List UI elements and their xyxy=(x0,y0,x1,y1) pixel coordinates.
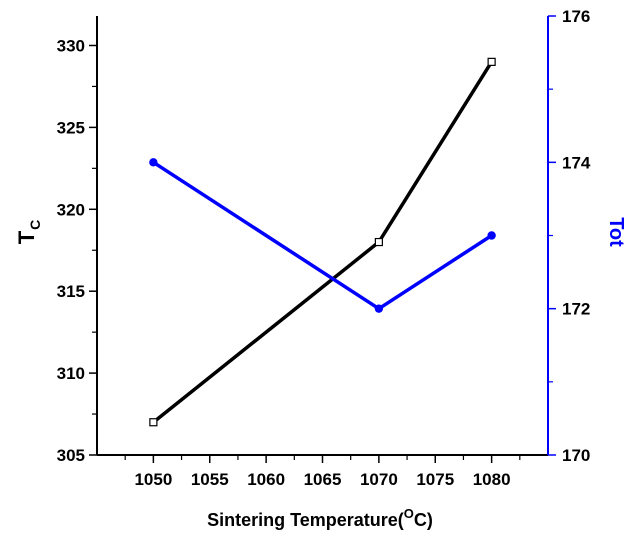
tot-data-point xyxy=(487,231,496,240)
frame-group xyxy=(96,16,549,456)
left-y-tick-label: 305 xyxy=(57,446,85,465)
tot-data-point xyxy=(149,158,158,167)
left-y-axis-title: TC xyxy=(14,220,43,245)
series-group xyxy=(149,57,496,427)
right-y-axis-title: Tot xyxy=(605,217,627,247)
tc-data-point xyxy=(487,57,496,66)
tc-data-point xyxy=(374,237,383,247)
x-tick-label: 1065 xyxy=(304,470,342,489)
right-y-tick-label: 170 xyxy=(562,446,590,465)
left-y-tick-label: 310 xyxy=(57,364,85,383)
right-y-tick-label: 172 xyxy=(562,300,590,319)
x-tick-label: 1060 xyxy=(247,470,285,489)
x-tick-label: 1075 xyxy=(416,470,454,489)
tot-data-point xyxy=(374,304,384,313)
left-y-tick-label: 320 xyxy=(57,200,85,219)
x-axis-title: Sintering Temperature(OC) xyxy=(207,506,433,530)
left-y-tick-label: 325 xyxy=(57,118,85,137)
tc-data-point xyxy=(149,418,158,427)
left-y-tick-label: 330 xyxy=(57,36,85,55)
x-tick-label: 1050 xyxy=(134,470,172,489)
x-tick-label: 1080 xyxy=(473,470,511,489)
x-tick-label: 1055 xyxy=(191,470,229,489)
right-y-tick-label: 176 xyxy=(562,7,590,26)
left-y-tick-label: 315 xyxy=(57,282,85,301)
tc-series-line xyxy=(152,60,494,424)
ticks-group: 1050 1055 1060 1065 1070 1075 1080 305 310 315 320… xyxy=(57,7,591,489)
x-tick-label: 1070 xyxy=(360,470,398,489)
right-y-tick-label: 174 xyxy=(562,153,591,172)
